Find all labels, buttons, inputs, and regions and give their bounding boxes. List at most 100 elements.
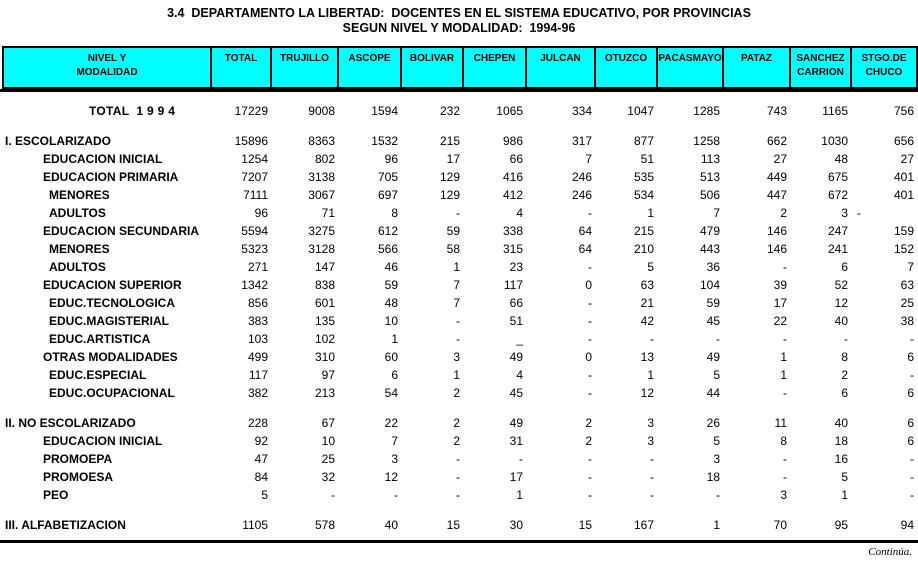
cell-value: 0 bbox=[585, 350, 592, 364]
cell-value: 5 bbox=[713, 368, 720, 382]
cell-value: 7 bbox=[453, 278, 460, 292]
cell-value: 25 bbox=[321, 452, 335, 466]
cell-value: 47 bbox=[254, 452, 268, 466]
cell-value: - bbox=[910, 368, 914, 382]
cell-value: 1254 bbox=[241, 152, 268, 166]
cell-value: 58 bbox=[446, 242, 460, 256]
cell-value: 1 bbox=[391, 332, 398, 346]
cell-value: - bbox=[394, 488, 398, 502]
cell-value: 45 bbox=[509, 386, 523, 400]
cell-value: 743 bbox=[766, 104, 787, 118]
cell-value: 31 bbox=[509, 434, 523, 448]
cell-value: 22 bbox=[773, 314, 787, 328]
cell-value: 506 bbox=[699, 188, 720, 202]
table-row: PEO 5 - - - 1 - - - 3 1 - bbox=[3, 486, 917, 504]
cell-value: 27 bbox=[900, 152, 914, 166]
cell-value: 215 bbox=[439, 134, 460, 148]
cell-value: 6 bbox=[841, 386, 848, 400]
cell-value: 1342 bbox=[241, 278, 268, 292]
table-row: EDUCACION SECUNDARIA 5594 3275 612 59 338 64 21… bbox=[3, 222, 917, 240]
cell-value: 12 bbox=[384, 470, 398, 484]
row-label: MENORES bbox=[49, 242, 110, 256]
cell-value: 96 bbox=[384, 152, 398, 166]
cell-value: 3 bbox=[647, 434, 654, 448]
row-label: PROMOESA bbox=[43, 470, 114, 484]
cell-value: 17229 bbox=[234, 104, 268, 118]
row-label: MENORES bbox=[49, 188, 110, 202]
spacer-row bbox=[3, 504, 917, 516]
table-row: EDUC.TECNOLOGICA 856 601 48 7 66 - 21 59 17 12 25 bbox=[3, 294, 917, 312]
cell-value: 22 bbox=[384, 416, 398, 430]
cell-value: 3 bbox=[780, 488, 787, 502]
cell-value: 63 bbox=[900, 278, 914, 292]
cell-value: 271 bbox=[247, 260, 268, 274]
cell-value: 4 bbox=[516, 206, 523, 220]
table-row: EDUCACION INICIAL 92 10 7 2 31 2 3 5 8 18 6 bbox=[3, 432, 917, 450]
table-title-line1: 3.4 DEPARTAMENTO LA LIBERTAD: DOCENTES E… bbox=[167, 6, 751, 20]
cell-value: 6 bbox=[391, 368, 398, 382]
cell-value: 210 bbox=[633, 242, 654, 256]
cell-value: 6 bbox=[907, 416, 914, 430]
cell-value: 1030 bbox=[821, 134, 848, 148]
column-header-bolivar: BOLIVAR bbox=[400, 46, 464, 89]
cell-value: - bbox=[588, 314, 592, 328]
cell-value: 51 bbox=[509, 314, 523, 328]
cell-value: 30 bbox=[509, 518, 523, 532]
row-label: EDUC.ESPECIAL bbox=[49, 368, 147, 382]
spacer-cell bbox=[3, 504, 917, 516]
cell-value: 383 bbox=[247, 314, 268, 328]
cell-value: 103 bbox=[247, 332, 268, 346]
cell-value: 40 bbox=[834, 416, 848, 430]
table-row: EDUCACION PRIMARIA 7207 3138 705 129 416 246 53… bbox=[3, 168, 917, 186]
row-label: EDUC.TECNOLOGICA bbox=[49, 296, 175, 310]
cell-value: 1065 bbox=[496, 104, 523, 118]
cell-value: 656 bbox=[893, 134, 914, 148]
cell-value: 401 bbox=[893, 188, 914, 202]
row-label: EDUC.OCUPACIONAL bbox=[49, 386, 175, 400]
cell-value: 662 bbox=[766, 134, 787, 148]
cell-value: 102 bbox=[314, 332, 335, 346]
row-label: OTRAS MODALIDADES bbox=[43, 350, 178, 364]
cell-value: 15 bbox=[578, 518, 592, 532]
cell-value: 63 bbox=[640, 278, 654, 292]
table-row: EDUC.ESPECIAL 117 97 6 1 4 - 1 5 1 2 - bbox=[3, 366, 917, 384]
cell-value: 1165 bbox=[822, 104, 848, 118]
cell-value: 129 bbox=[439, 170, 460, 184]
cell-value: 2 bbox=[453, 386, 460, 400]
column-header-chepen: CHEPEN bbox=[462, 46, 527, 89]
cell-value: 447 bbox=[766, 188, 787, 202]
cell-value: 1105 bbox=[242, 518, 268, 532]
cell-value: 3 bbox=[713, 452, 720, 466]
cell-value: 32 bbox=[321, 470, 335, 484]
cell-value: - bbox=[456, 206, 460, 220]
cell-value: - bbox=[588, 296, 592, 310]
column-header-pataz: PATAZ bbox=[722, 46, 791, 89]
cell-value: 1594 bbox=[371, 104, 398, 118]
cell-value: - bbox=[910, 488, 914, 502]
cell-value: 1285 bbox=[693, 104, 720, 118]
row-label: EDUCACION SUPERIOR bbox=[43, 278, 182, 292]
cell-value: 15 bbox=[446, 518, 460, 532]
cell-value: - bbox=[456, 332, 460, 346]
cell-value: 1258 bbox=[693, 134, 720, 148]
table-row: PROMOEPA 47 25 3 - - - - 3 - 16 - bbox=[3, 450, 917, 468]
row-label: EDUC.ARTISTICA bbox=[49, 332, 151, 346]
cell-value: 2 bbox=[841, 368, 848, 382]
table-row: EDUC.MAGISTERIAL 383 135 10 - 51 - 42 45 22 40 38 bbox=[3, 312, 917, 330]
cell-value: 756 bbox=[893, 104, 914, 118]
row-label: I. ESCOLARIZADO bbox=[5, 134, 112, 148]
cell-value: 159 bbox=[893, 224, 914, 238]
table-row: PROMOESA 84 32 12 - 17 - - 18 - 5 - bbox=[3, 468, 917, 486]
column-header-sanchez-carrion: SANCHEZ CARRION bbox=[789, 46, 852, 89]
cell-value: 1 bbox=[780, 350, 787, 364]
table-row: III. ALFABETIZACION 1105 578 40 15 30 15 167 1 70… bbox=[3, 516, 917, 534]
row-label: EDUCACION INICIAL bbox=[43, 152, 163, 166]
cell-value: 382 bbox=[247, 386, 268, 400]
cell-value: 513 bbox=[699, 170, 720, 184]
cell-value: 535 bbox=[633, 170, 654, 184]
cell-value: - bbox=[910, 332, 914, 346]
cell-value: 117 bbox=[248, 368, 268, 382]
table-row: I. ESCOLARIZADO 15896 8363 1532 215 986 317 877… bbox=[3, 132, 917, 150]
cell-value: 48 bbox=[834, 152, 848, 166]
cell-value: 70 bbox=[773, 518, 787, 532]
